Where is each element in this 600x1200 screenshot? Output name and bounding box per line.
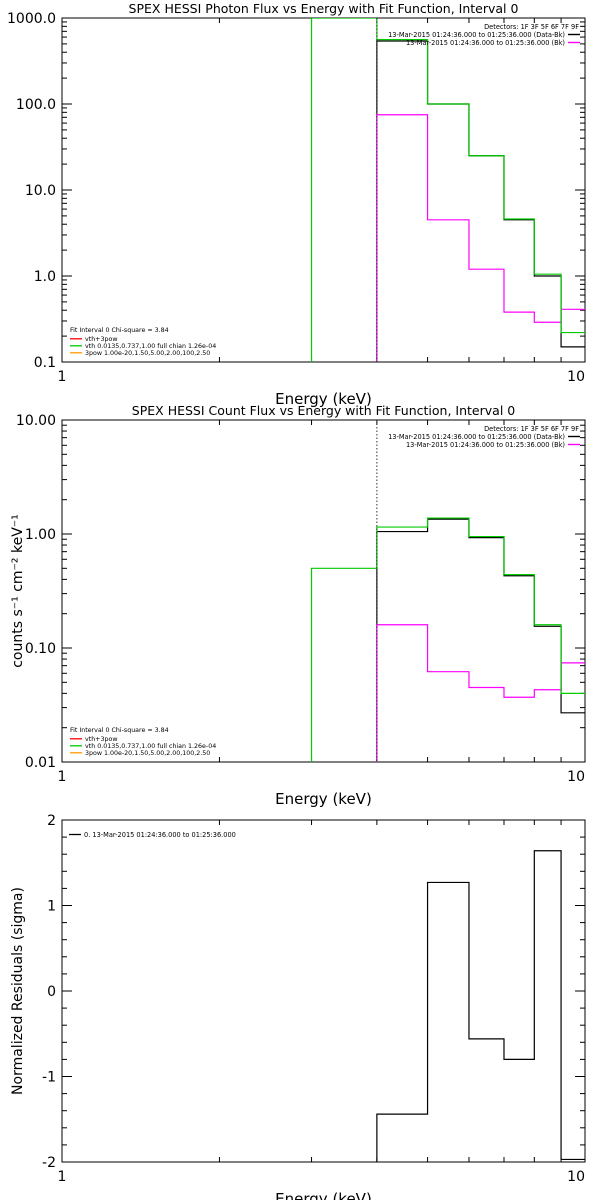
x-axis-label: Energy (keV) <box>275 1190 372 1200</box>
plot-frame <box>61 17 586 363</box>
y-tick-label: 0.1 <box>34 355 56 371</box>
legend-bottom-text: Fit Interval 0 Chi-square = 3.84 <box>70 727 169 734</box>
series-data-bk-line <box>376 40 585 362</box>
legend-top-text: Detectors: 1F 3F 5F 6F 7F 9F <box>484 425 579 433</box>
legend-top-text: 13-Mar-2015 01:24:36.000 to 01:25:36.000… <box>406 39 565 47</box>
x-axis-label: Energy (keV) <box>275 790 372 808</box>
chart-panel-1: 1 10 0.1 1.0 10.0 100.0 1000.0 SPEX HESSI Photo… <box>7 1 586 408</box>
y-tick-label: 0.01 <box>25 755 56 771</box>
y-tick-label: 1.00 <box>25 527 56 543</box>
legend-bottom-text: vth 0.0135,0.737,1.00 full chian 1.26e-0… <box>85 343 216 350</box>
y-tick-label: 10.00 <box>16 413 56 429</box>
chart-panel-2: 1 10 0.01 0.10 1.00 10.00 SPEX HESSI Count Flu… <box>10 403 586 808</box>
chart-title: SPEX HESSI Photon Flux vs Energy with Fi… <box>129 1 519 16</box>
y-tick-label: 1000.0 <box>7 11 56 27</box>
y-tick-label: 0 <box>47 984 56 1000</box>
y-tick-label: 10.0 <box>25 183 56 199</box>
legend-bottom-text: vth+3pow <box>85 736 117 743</box>
x-tick-label: 10 <box>567 769 585 785</box>
legend-top-text: Detectors: 1F 3F 5F 6F 7F 9F <box>484 23 579 31</box>
y-tick-label: 100.0 <box>16 97 56 113</box>
legend-top-text: 13-Mar-2015 01:24:36.000 to 01:25:36.000… <box>388 433 565 441</box>
series-0-line <box>376 850 585 1162</box>
y-tick-label: 1.0 <box>34 269 56 285</box>
series-bk-line <box>376 114 585 362</box>
legend-top-text: 13-Mar-2015 01:24:36.000 to 01:25:36.000… <box>388 31 565 39</box>
y-tick-label: 0.10 <box>25 641 56 657</box>
y-axis-label: Normalized Residuals (sigma) <box>10 887 26 1095</box>
plot-frame <box>61 819 586 1163</box>
legend-bottom-text: Fit Interval 0 Chi-square = 3.84 <box>70 327 169 334</box>
y-tick-label: -1 <box>42 1070 56 1086</box>
y-axis-label: counts s⁻¹ cm⁻² keV⁻¹ <box>10 514 26 668</box>
y-tick-label: -2 <box>42 1155 56 1171</box>
series-group <box>376 850 585 1162</box>
chart-title: SPEX HESSI Count Flux vs Energy with Fit… <box>132 403 515 418</box>
legend-bottom-text: vth 0.0135,0.737,1.00 full chian 1.26e-0… <box>85 743 216 750</box>
x-tick-label: 1 <box>58 769 67 785</box>
series-bk-line <box>376 624 585 762</box>
x-tick-label: 10 <box>567 369 585 385</box>
legend-bottom-text: 3pow 1.00e-20,1.50,5.00,2.00,100,2.50 <box>85 350 210 357</box>
x-tick-label: 1 <box>58 1169 67 1185</box>
series-group <box>310 18 585 362</box>
chart-panel-3: 1 10 -2 -1 0 1 2 Energy (keV) Normalized Residua… <box>10 813 586 1200</box>
series-group <box>310 420 585 762</box>
legend-bottom-text: vth+3pow <box>85 336 117 343</box>
x-tick-label: 1 <box>58 369 67 385</box>
x-axis-label: Energy (keV) <box>275 390 372 408</box>
plot-frame <box>61 419 586 763</box>
legend-bottom-text: 3pow 1.00e-20,1.50,5.00,2.00,100,2.50 <box>85 750 210 757</box>
legend-text: 0. 13-Mar-2015 01:24:36.000 to 01:25:36.… <box>84 831 236 839</box>
y-tick-label: 1 <box>47 899 56 915</box>
series-data-bk-line <box>376 518 585 762</box>
legend-top-text: 13-Mar-2015 01:24:36.000 to 01:25:36.000… <box>406 441 565 449</box>
x-tick-label: 10 <box>567 1169 585 1185</box>
series-vth-line <box>310 18 585 362</box>
y-tick-label: 2 <box>47 813 56 829</box>
series-vth-line <box>310 517 585 762</box>
